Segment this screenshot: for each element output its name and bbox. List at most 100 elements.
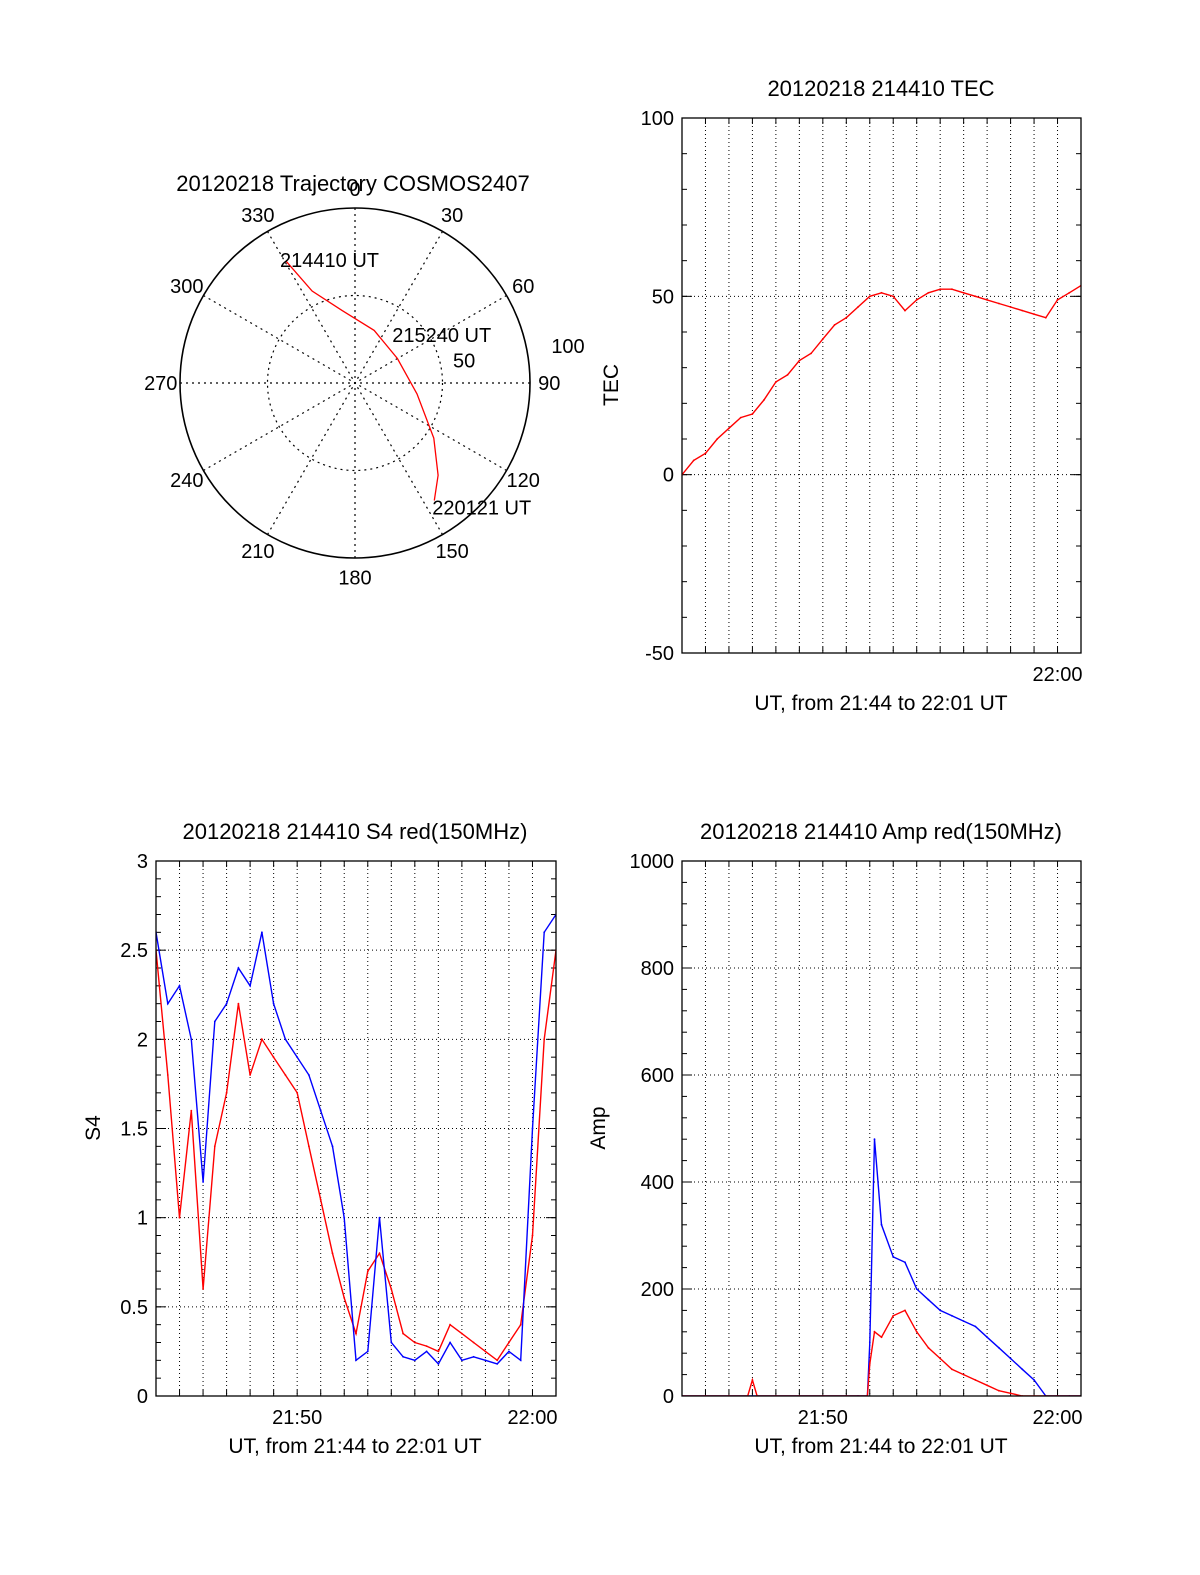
polar-angle-label: 0 (349, 179, 360, 201)
polar-radial-label: 50 (453, 351, 475, 373)
data-point (272, 1056, 275, 1059)
data-point (402, 1355, 404, 1358)
data-point (366, 1270, 369, 1273)
data-point (378, 1216, 381, 1219)
polar-radial-label: 100 (551, 336, 584, 358)
data-point (951, 1314, 953, 1317)
data-point (390, 1288, 393, 1290)
data-point (904, 1309, 906, 1312)
x-tick-label: 22:00 (1032, 664, 1082, 686)
data-point (178, 984, 181, 987)
polar-angle-label: 90 (538, 373, 560, 395)
data-point (880, 1336, 883, 1339)
data-point (951, 288, 953, 291)
data-point (751, 1379, 754, 1381)
polar-track-time-label: 215240 UT (392, 325, 491, 347)
data-point (986, 1336, 988, 1339)
amp-x-axis-label: UT, from 21:44 to 22:01 UT (754, 1435, 1007, 1458)
data-point (751, 413, 754, 415)
data-point (355, 1359, 357, 1362)
data-point (1033, 313, 1035, 316)
y-tick-label: 3 (137, 851, 148, 873)
polar-track (285, 260, 439, 501)
data-point (543, 931, 546, 934)
data-point (519, 1323, 522, 1326)
tec-title: 20120218 214410 TEC (767, 76, 994, 101)
data-point (1021, 1368, 1024, 1371)
polar-trajectory-panel: 20120218 Trajectory COSMOS2407 0 30 60 90 12… (144, 171, 585, 589)
data-point (461, 1332, 463, 1335)
polar-ring-50 (266, 294, 444, 472)
data-point (237, 967, 240, 969)
y-tick-label: 0 (663, 465, 674, 487)
data-point (531, 1234, 534, 1237)
polar-angle-label: 60 (512, 276, 534, 298)
data-point (413, 1359, 416, 1362)
data-point (868, 295, 871, 298)
series-line (682, 1309, 1081, 1396)
data-point (355, 1332, 357, 1335)
data-point (331, 1252, 334, 1255)
data-point (986, 299, 988, 301)
data-point (296, 1056, 299, 1059)
data-point (915, 1288, 918, 1290)
data-point (213, 1020, 216, 1023)
plot-frame (681, 117, 1082, 654)
data-point (998, 1346, 1000, 1349)
data-point (939, 1309, 942, 1312)
data-point (261, 1038, 263, 1041)
data-point (1044, 316, 1047, 319)
data-point (190, 1038, 193, 1041)
polar-angle-label: 30 (441, 205, 463, 227)
data-point (343, 1297, 346, 1299)
data-point (951, 1368, 953, 1371)
y-tick-label: 600 (641, 1065, 674, 1087)
y-tick-label: 200 (641, 1279, 674, 1301)
data-point (873, 1330, 876, 1333)
polar-grid (179, 207, 531, 559)
series-line (682, 285, 1081, 476)
data-point (378, 1252, 381, 1255)
data-point (1068, 291, 1071, 294)
y-tick-label: 2 (137, 1029, 148, 1051)
amp-plot-area: 1000 800 600 400 200 0 21:50 22:00 (630, 851, 1083, 1429)
polar-track-line (285, 260, 439, 501)
x-tick-label: 21:50 (798, 1407, 848, 1429)
data-point (449, 1341, 451, 1344)
data-point (1009, 306, 1012, 308)
data-point (810, 352, 812, 355)
data-point (904, 309, 906, 312)
polar-angle-label: 150 (435, 541, 468, 563)
data-point (190, 1109, 193, 1112)
y-tick-label: -50 (645, 643, 674, 665)
data-point (484, 1350, 487, 1353)
s4-plot-area: 3 2.5 2 1.5 1 0.5 0 21:50 22:00 (120, 851, 557, 1429)
data-point (904, 1261, 906, 1264)
data-point (974, 1379, 977, 1381)
data-point (927, 1298, 930, 1301)
s4-y-axis-label: S4 (82, 1115, 105, 1141)
data-point (739, 416, 742, 419)
polar-angle-label: 330 (241, 205, 274, 227)
data-point (798, 359, 801, 362)
data-point (939, 288, 942, 291)
y-tick-label: 1 (137, 1208, 148, 1230)
data-point (425, 1345, 428, 1347)
s4-x-axis-label: UT, from 21:44 to 22:01 UT (228, 1435, 481, 1458)
data-point (449, 1323, 451, 1326)
data-point (508, 1341, 510, 1344)
data-point (857, 306, 859, 308)
data-point (249, 1074, 252, 1076)
data-point (927, 1346, 930, 1349)
polar-spoke (266, 231, 444, 535)
data-point (508, 1350, 510, 1353)
data-point (998, 1389, 1000, 1392)
data-point (166, 1002, 169, 1005)
data-point (873, 1138, 876, 1141)
data-point (939, 1357, 942, 1360)
data-point (1009, 1357, 1012, 1360)
data-point (225, 1002, 228, 1005)
data-point (496, 1359, 499, 1362)
data-point (716, 438, 719, 440)
